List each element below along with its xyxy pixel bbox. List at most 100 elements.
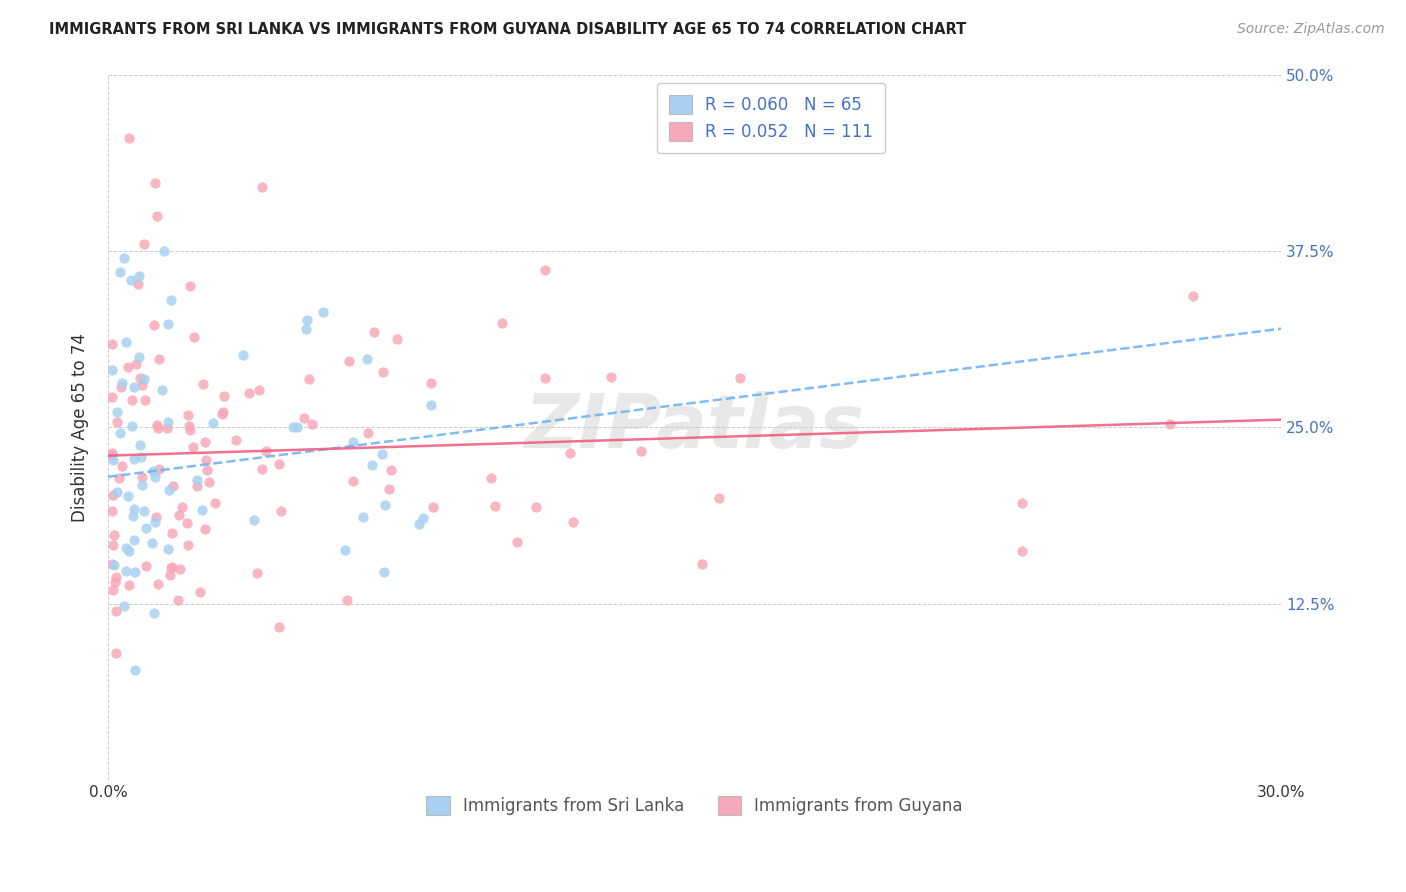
Point [104, 604, 127, 618]
Point [422, 500, 444, 515]
Point [1181, 289, 1204, 303]
Point [108, 265, 131, 279]
Point [118, 544, 141, 558]
Point [202, 417, 225, 431]
Point [371, 447, 394, 461]
Point [148, 352, 170, 367]
Point [108, 426, 131, 441]
Point [194, 522, 217, 536]
Point [101, 446, 124, 460]
Point [191, 376, 214, 391]
Point [195, 463, 218, 477]
Point [333, 543, 356, 558]
Point [131, 378, 153, 392]
Point [630, 444, 652, 458]
Point [160, 560, 183, 574]
Point [127, 277, 149, 291]
Point [160, 526, 183, 541]
Point [143, 176, 166, 190]
Point [356, 351, 378, 366]
Point [112, 599, 135, 613]
Point [301, 417, 323, 431]
Point [378, 483, 401, 497]
Point [117, 489, 139, 503]
Point [110, 459, 132, 474]
Point [188, 585, 211, 599]
Point [157, 415, 180, 429]
Point [194, 453, 217, 467]
Point [118, 578, 141, 592]
Text: Source: ZipAtlas.com: Source: ZipAtlas.com [1237, 22, 1385, 37]
Point [118, 131, 141, 145]
Point [101, 582, 124, 597]
Point [242, 513, 264, 527]
Point [135, 558, 157, 573]
Point [101, 362, 124, 376]
Point [212, 405, 235, 419]
Point [177, 538, 200, 552]
Point [179, 423, 201, 437]
Point [128, 268, 150, 283]
Point [146, 417, 169, 432]
Y-axis label: Disability Age 65 to 74: Disability Age 65 to 74 [72, 333, 89, 522]
Point [181, 440, 204, 454]
Point [356, 425, 378, 440]
Point [115, 564, 138, 578]
Point [122, 380, 145, 394]
Point [132, 372, 155, 386]
Point [101, 557, 124, 571]
Point [247, 383, 270, 397]
Point [312, 305, 335, 319]
Point [143, 470, 166, 484]
Point [558, 446, 581, 460]
Point [156, 420, 179, 434]
Point [194, 435, 217, 450]
Point [107, 405, 129, 419]
Point [129, 450, 152, 464]
Point [103, 558, 125, 573]
Point [342, 434, 364, 449]
Point [146, 577, 169, 591]
Point [104, 574, 127, 589]
Point [160, 561, 183, 575]
Point [232, 348, 254, 362]
Point [250, 462, 273, 476]
Point [1011, 544, 1033, 558]
Point [380, 463, 402, 477]
Point [491, 316, 513, 330]
Point [363, 326, 385, 340]
Point [186, 479, 208, 493]
Point [110, 376, 132, 391]
Point [122, 502, 145, 516]
Point [101, 448, 124, 462]
Point [169, 561, 191, 575]
Point [342, 474, 364, 488]
Point [534, 263, 557, 277]
Point [125, 357, 148, 371]
Point [387, 332, 409, 346]
Point [150, 384, 173, 398]
Point [728, 370, 751, 384]
Point [533, 371, 555, 385]
Point [176, 516, 198, 530]
Point [269, 457, 291, 471]
Point [162, 479, 184, 493]
Point [105, 415, 128, 429]
Point [131, 477, 153, 491]
Point [105, 485, 128, 500]
Point [104, 570, 127, 584]
Point [254, 444, 277, 458]
Point [105, 646, 128, 660]
Point [285, 420, 308, 434]
Point [336, 593, 359, 607]
Text: ZIPatlas: ZIPatlas [524, 391, 865, 464]
Legend: Immigrants from Sri Lanka, Immigrants from Guyana: Immigrants from Sri Lanka, Immigrants fr… [416, 786, 973, 825]
Point [361, 458, 384, 472]
Point [114, 541, 136, 556]
Point [132, 236, 155, 251]
Point [135, 521, 157, 535]
Point [157, 483, 180, 498]
Point [352, 509, 374, 524]
Point [371, 365, 394, 379]
Point [146, 421, 169, 435]
